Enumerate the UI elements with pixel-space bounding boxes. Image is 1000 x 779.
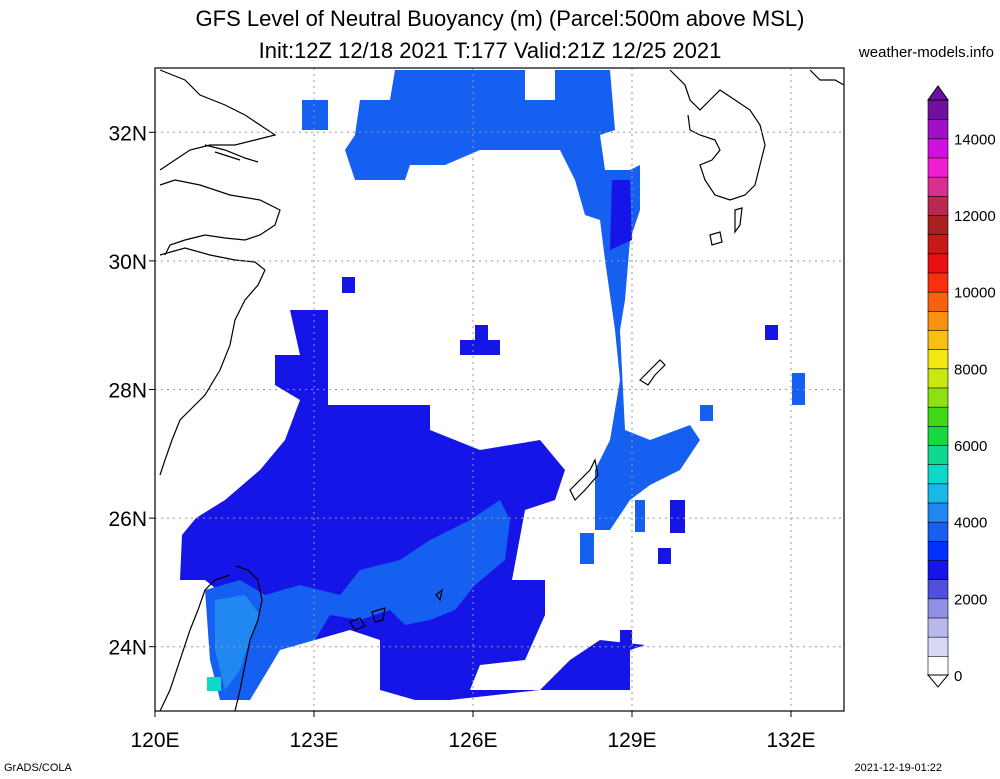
footer-timestamp: 2021-12-19-01:22 — [854, 762, 942, 774]
colorbar-band — [927, 176, 949, 197]
blob — [635, 500, 645, 532]
coast-tanegashima — [709, 207, 743, 246]
colorbar-band — [927, 521, 949, 542]
blob — [765, 325, 778, 340]
blob — [302, 100, 328, 130]
colorbar-band — [927, 329, 949, 350]
colorbar-band — [927, 348, 949, 370]
colorbar-band — [927, 598, 949, 619]
footer-software: GrADS/COLA — [4, 762, 72, 774]
colorbar-band — [927, 559, 949, 580]
lat-label: 24N — [108, 637, 147, 660]
blob — [207, 677, 221, 691]
colorbar-band — [927, 272, 949, 293]
blob — [342, 277, 355, 293]
colorbar-label: 12000 — [954, 208, 996, 225]
colorbar: 0 2000 4000 6000 8000 10000 12000 14000 — [926, 85, 996, 688]
colorbar-max-arrow — [927, 85, 949, 101]
coast-japan-kyushu — [669, 69, 844, 201]
coast-taiwan — [159, 565, 263, 711]
colorbar-band — [927, 368, 949, 389]
lat-label: 30N — [108, 251, 147, 274]
colorbar-band — [927, 99, 949, 120]
field-mid-blue — [205, 500, 510, 700]
colorbar-min-arrow — [926, 674, 950, 688]
colorbar-band — [927, 463, 949, 485]
colorbar-band — [927, 617, 949, 638]
coast-okinawa — [569, 458, 599, 502]
title-line-2: Init:12Z 12/18 2021 T:177 Valid:21Z 12/2… — [258, 38, 722, 63]
colorbar-band — [927, 291, 949, 312]
axes: 120E 123E 126E 129E 132E 24N 26N 28N 30N 32N — [108, 122, 815, 752]
colorbar-band — [927, 157, 949, 178]
blob — [658, 548, 671, 564]
blob — [700, 405, 713, 421]
colorbar-band — [927, 214, 949, 235]
colorbar-band — [927, 444, 949, 465]
lon-label: 126E — [448, 729, 497, 752]
field-north-deep — [610, 180, 632, 250]
colorbar-band — [927, 406, 949, 427]
colorbar-label: 8000 — [954, 361, 987, 378]
lnb-field — [180, 70, 805, 700]
lon-label: 132E — [766, 729, 815, 752]
blob — [670, 500, 685, 533]
colorbar-band — [927, 540, 949, 561]
colorbar-band — [927, 636, 949, 657]
blob — [460, 325, 500, 355]
blob — [620, 630, 632, 645]
colorbar-band — [927, 233, 949, 255]
colorbar-label: 6000 — [954, 438, 987, 455]
field-light-blue — [215, 595, 260, 690]
site-credit: weather-models.info — [858, 44, 994, 61]
field-north-patch — [345, 70, 700, 530]
coast-shanghai-estuary — [204, 144, 259, 163]
colorbar-label: 2000 — [954, 591, 987, 608]
coast-sakishima — [349, 588, 443, 631]
lon-label: 120E — [130, 729, 179, 752]
lat-label: 28N — [108, 380, 147, 403]
colorbar-band — [927, 253, 949, 274]
colorbar-label: 14000 — [954, 131, 996, 148]
coastlines — [159, 69, 844, 711]
colorbar-label: 4000 — [954, 515, 987, 532]
colorbar-band — [927, 118, 949, 140]
coast-amami — [639, 359, 666, 386]
lat-label: 26N — [108, 508, 147, 531]
lon-label: 123E — [289, 729, 338, 752]
colorbar-band — [927, 483, 949, 504]
colorbar-label: 10000 — [954, 285, 996, 302]
colorbar-label: 0 — [954, 668, 962, 685]
colorbar-band — [927, 578, 949, 600]
title-line-1: GFS Level of Neutral Buoyancy (m) (Parce… — [195, 6, 805, 31]
colorbar-band — [927, 655, 949, 676]
colorbar-band — [927, 195, 949, 216]
colorbar-band — [927, 502, 949, 523]
colorbar-band — [927, 387, 949, 408]
coast-china — [159, 69, 281, 476]
blob — [580, 533, 594, 564]
colorbar-band — [927, 310, 949, 331]
lat-label: 32N — [108, 122, 147, 145]
lon-label: 129E — [607, 729, 656, 752]
colorbar-band — [927, 138, 949, 159]
colorbar-band — [927, 425, 949, 446]
